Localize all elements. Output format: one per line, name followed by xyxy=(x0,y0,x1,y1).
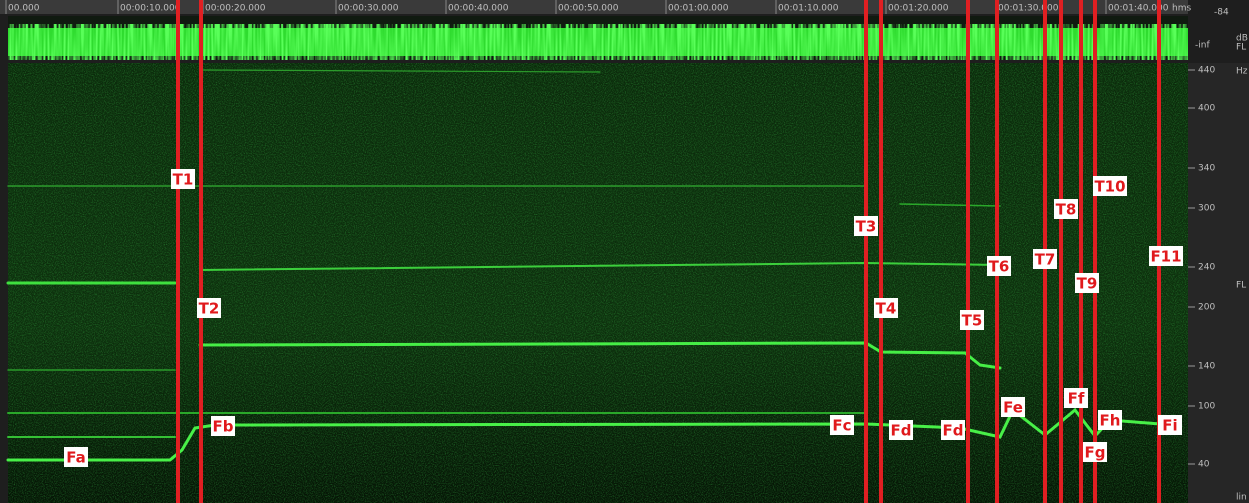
time-label: 00:00:20.000 xyxy=(205,4,266,14)
freq-unit: Hz xyxy=(1236,67,1248,77)
time-unit: hms xyxy=(1172,4,1191,14)
freq-label: 440 xyxy=(1198,66,1215,76)
time-label: 00:00:10.000 xyxy=(120,4,181,14)
freq-label: 40 xyxy=(1198,460,1210,470)
freq-label: 100 xyxy=(1198,402,1215,412)
annotation-label: Fd xyxy=(943,422,964,440)
freq-label: 300 xyxy=(1198,204,1215,214)
time-label: 00:01:00.000 xyxy=(668,4,729,14)
marker-label: F11 xyxy=(1150,248,1181,266)
freq-label: 240 xyxy=(1198,263,1215,273)
spectrogram-noise xyxy=(8,63,1188,503)
screen: 00.000 00:00:10.000 00:00:20.000 00:00:30.0… xyxy=(0,0,1249,503)
time-label: 00:01:10.000 xyxy=(778,4,839,14)
marker-label: T7 xyxy=(1035,251,1056,269)
waveform-channel: FL xyxy=(1236,43,1246,53)
annotation-label: Fc xyxy=(832,417,851,435)
marker-label: T5 xyxy=(962,312,983,330)
annotation-label: Fb xyxy=(213,418,234,436)
freq-label: 340 xyxy=(1198,164,1215,174)
marker-label: T4 xyxy=(876,300,897,318)
annotation-label: Fi xyxy=(1162,417,1177,435)
time-label: 00:01:20.000 xyxy=(888,4,949,14)
freq-bottom: lin xyxy=(1236,493,1247,503)
channel-label: FL xyxy=(1236,281,1246,291)
marker-label: T9 xyxy=(1077,275,1098,293)
annotation-label: Ff xyxy=(1068,390,1085,408)
freq-label: 140 xyxy=(1198,362,1215,372)
annotation-label: Fa xyxy=(66,449,86,467)
marker-label: T3 xyxy=(856,218,877,236)
marker-label: T1 xyxy=(173,171,194,189)
annotation-label: Fg xyxy=(1085,444,1106,462)
marker-label: T8 xyxy=(1056,201,1077,219)
freq-label: 200 xyxy=(1198,303,1215,313)
db-bottom: -inf xyxy=(1195,41,1210,51)
db-top: -84 xyxy=(1214,8,1229,18)
waveform-texture xyxy=(8,24,1188,60)
time-label: 00:01:30.000 xyxy=(998,4,1059,14)
freq-label: 400 xyxy=(1198,104,1215,114)
marker-label: T6 xyxy=(989,258,1010,276)
marker-label: T2 xyxy=(199,300,220,318)
marker-label: T10 xyxy=(1094,178,1125,196)
time-label: 00:00:50.000 xyxy=(558,4,619,14)
time-label: 00.000 xyxy=(8,4,40,14)
annotation-label: Fh xyxy=(1100,412,1121,430)
time-label: 00:00:40.000 xyxy=(448,4,509,14)
time-label: 00:00:30.000 xyxy=(338,4,399,14)
annotation-label: Fd xyxy=(891,422,912,440)
annotation-label: Fe xyxy=(1003,399,1023,417)
